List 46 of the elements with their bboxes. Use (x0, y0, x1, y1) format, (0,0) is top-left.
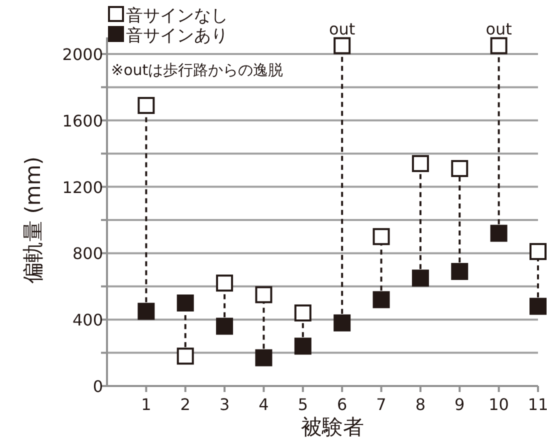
point (255, 349, 272, 366)
point (176, 348, 194, 365)
x-tick-label: 2 (180, 395, 190, 414)
point (372, 291, 390, 308)
x-tick-label: 5 (298, 395, 308, 414)
y-tick-label: 1200 (62, 178, 103, 197)
point (138, 302, 155, 320)
point (451, 160, 468, 178)
x-tick-label: 3 (219, 395, 230, 414)
point (334, 314, 351, 332)
point (334, 37, 351, 54)
point (451, 262, 468, 280)
point (216, 274, 234, 292)
point (530, 298, 546, 315)
annotation: ※outは歩行路からの逸脱 (111, 61, 284, 79)
x-tick-label: 4 (258, 395, 269, 414)
point (490, 37, 508, 54)
y-tick-label: 400 (72, 310, 103, 330)
y-axis-title: 偏軌量 (mm) (21, 156, 45, 284)
annotation: out (486, 20, 512, 39)
point (294, 338, 312, 355)
point (138, 96, 155, 114)
point (216, 318, 234, 335)
annotation: out (328, 20, 356, 39)
point (412, 155, 429, 172)
y-tick-label: 800 (72, 244, 103, 264)
point (530, 243, 546, 260)
x-tick-label: 11 (528, 395, 547, 414)
y-tick-label: 1600 (62, 111, 103, 130)
y-tick-label: 0 (92, 377, 103, 396)
legend-label: 音サインなし (126, 6, 228, 26)
legend-label: 音サインあり (126, 26, 228, 46)
x-tick-label: 9 (454, 395, 465, 414)
point (490, 224, 508, 242)
y-tick-label: 2000 (62, 45, 103, 64)
point (412, 270, 429, 287)
x-axis-title: 被験者 (301, 415, 364, 439)
point (255, 286, 272, 304)
x-tick-label: 10 (488, 395, 509, 414)
x-tick-label: 8 (415, 395, 426, 414)
x-tick-label: 6 (336, 395, 348, 414)
point (176, 294, 194, 312)
point (294, 304, 312, 322)
x-tick-label: 1 (141, 395, 152, 414)
point (372, 228, 390, 246)
x-tick-label: 7 (376, 395, 386, 414)
